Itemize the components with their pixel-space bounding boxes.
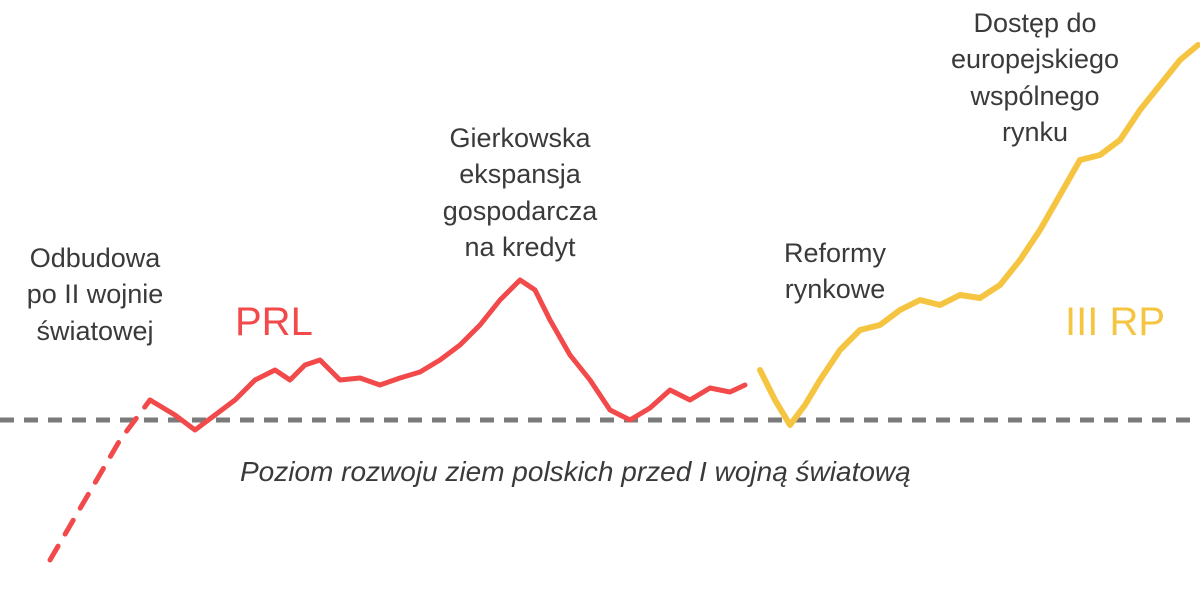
annotation-gierkowska: Gierkowskaekspansjagospodarczana kredyt xyxy=(390,120,650,266)
annotation-odbudowa: Odbudowapo II wojnieświatowej xyxy=(0,240,190,349)
era-label-0: PRL xyxy=(235,300,313,345)
annotation-reformy: Reformyrynkowe xyxy=(745,235,925,308)
series-prl-pre xyxy=(50,400,150,560)
era-label-1: III RP xyxy=(1065,300,1165,345)
annotation-dostep: Dostęp doeuropejskiegowspólnegorynku xyxy=(905,5,1165,151)
baseline-caption: Poziom rozwoju ziem polskich przed I woj… xyxy=(240,456,911,488)
economic-history-chart: PRL III RP Odbudowapo II wojnieświatowej Gi… xyxy=(0,0,1200,600)
